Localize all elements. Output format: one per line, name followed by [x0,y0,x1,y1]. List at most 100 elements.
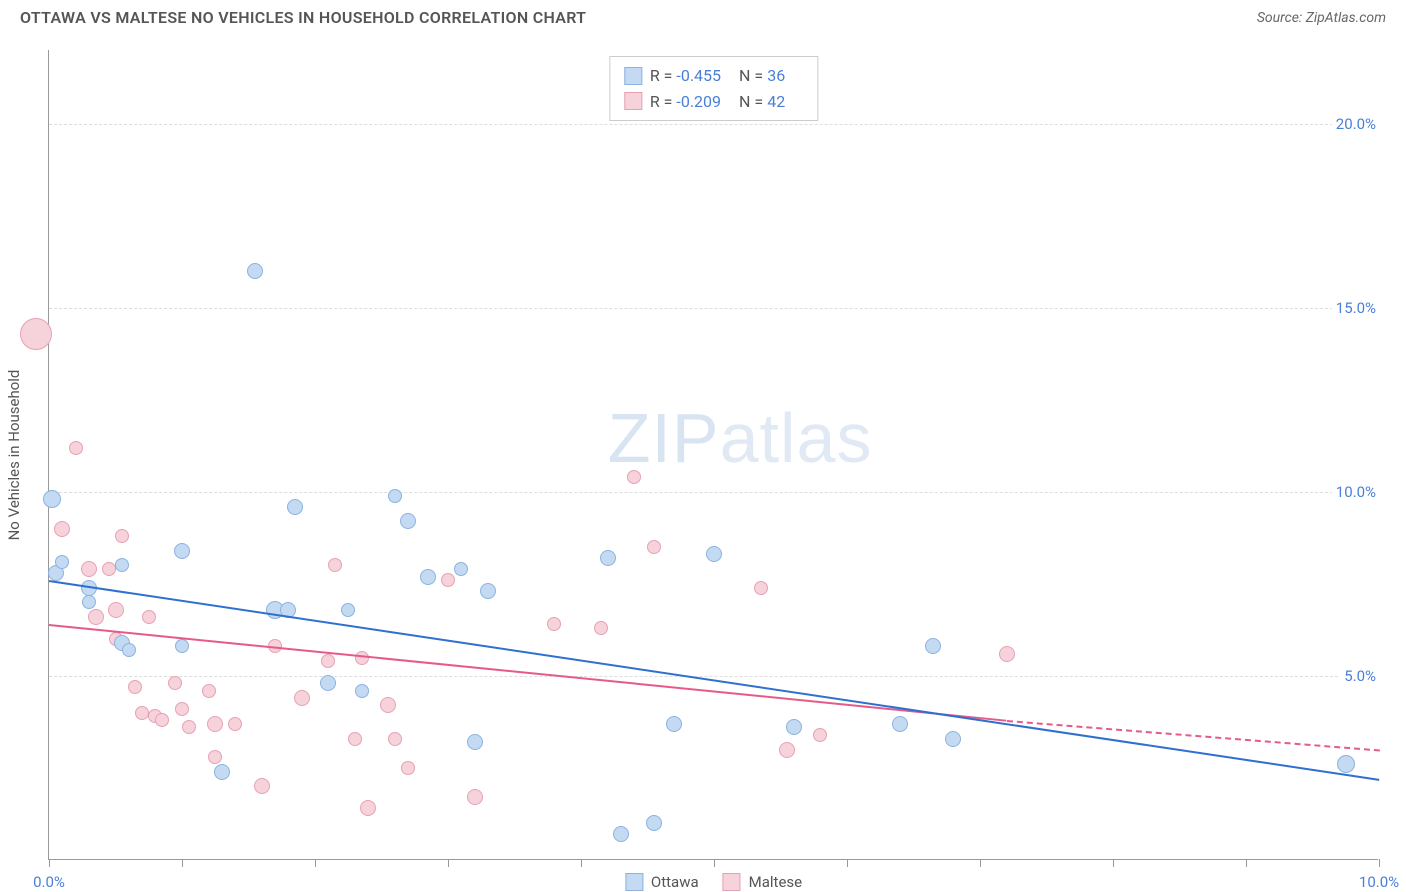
maltese-point [328,558,342,572]
maltese-point [108,602,124,618]
maltese-swatch-icon [723,873,741,891]
maltese-point [348,732,362,746]
y-axis-label: No Vehicles in Household [5,370,23,541]
maltese-point [202,684,216,698]
ottawa-point [892,716,908,732]
ottawa-point [320,675,336,691]
y-tick-label: 20.0% [1332,115,1380,133]
legend-item-maltese: Maltese [723,873,802,891]
maltese-point [779,742,795,758]
ottawa-point [55,555,69,569]
x-tick [49,859,50,867]
x-tick [980,859,981,867]
maltese-point [813,728,827,742]
maltese-point [155,713,169,727]
x-tick-label: 0.0% [33,873,65,891]
ottawa-point [247,263,263,279]
ottawa-point [388,489,402,503]
maltese-point [594,621,608,635]
ottawa-swatch-icon [624,67,642,85]
maltese-point [128,680,142,694]
ottawa-point [467,734,483,750]
maltese-point [182,720,196,734]
maltese-point [401,761,415,775]
maltese-point [547,617,561,631]
ottawa-point [925,638,941,654]
maltese-point [175,702,189,716]
ottawa-point [174,543,190,559]
series-legend: Ottawa Maltese [625,873,802,891]
legend-row-ottawa: R =-0.455N =36 [624,63,803,89]
y-tick-label: 15.0% [1332,299,1380,317]
maltese-point [142,610,156,624]
maltese-point [102,562,116,576]
maltese-point [208,750,222,764]
correlation-legend: R =-0.455N =36 R =-0.209N =42 [609,56,818,121]
ottawa-point [82,595,96,609]
ottawa-point [341,603,355,617]
ottawa-trendline [49,580,1379,781]
maltese-point [228,717,242,731]
maltese-point [69,441,83,455]
ottawa-point [355,684,369,698]
ottawa-point [613,826,629,842]
x-tick [448,859,449,867]
source-label: Source: ZipAtlas.com [1257,10,1386,26]
ottawa-point [400,513,416,529]
ottawa-point [1337,755,1355,773]
x-tick [315,859,316,867]
ottawa-point [945,731,961,747]
maltese-point [20,318,52,350]
y-tick-label: 10.0% [1332,483,1380,501]
legend-item-ottawa: Ottawa [625,873,699,891]
ottawa-point [786,719,802,735]
maltese-point [360,800,376,816]
gridline [49,492,1378,493]
maltese-trendline-ext [1007,720,1380,751]
ottawa-point [122,643,136,657]
x-tick [1379,859,1380,867]
maltese-point [467,789,483,805]
x-tick-label: 10.0% [1359,873,1399,891]
ottawa-point [666,716,682,732]
ottawa-point [646,815,662,831]
x-tick [847,859,848,867]
ottawa-point [706,546,722,562]
x-tick [1113,859,1114,867]
maltese-point [168,676,182,690]
maltese-point [647,540,661,554]
ottawa-point [43,490,61,508]
gridline [49,308,1378,309]
chart-title: OTTAWA VS MALTESE NO VEHICLES IN HOUSEHO… [20,8,586,27]
maltese-swatch-icon [624,92,642,110]
maltese-point [81,561,97,577]
maltese-trendline [49,624,1007,722]
ottawa-point [454,562,468,576]
x-tick [1246,859,1247,867]
gridline [49,124,1378,125]
maltese-point [627,470,641,484]
ottawa-point [480,583,496,599]
ottawa-point [115,558,129,572]
maltese-point [441,573,455,587]
maltese-point [321,654,335,668]
ottawa-point [600,550,616,566]
x-tick [182,859,183,867]
ottawa-point [175,639,189,653]
maltese-point [999,646,1015,662]
maltese-point [88,609,104,625]
ottawa-swatch-icon [625,873,643,891]
gridline [49,676,1378,677]
maltese-point [294,690,310,706]
maltese-point [54,521,70,537]
maltese-point [388,732,402,746]
maltese-point [254,778,270,794]
ottawa-point [420,569,436,585]
legend-row-maltese: R =-0.209N =42 [624,89,803,115]
watermark: ZIPatlas [608,398,873,478]
ottawa-point [287,499,303,515]
x-tick [714,859,715,867]
chart-plot-area: ZIPatlas R =-0.455N =36 R =-0.209N =42 O… [48,50,1378,860]
maltese-point [380,697,396,713]
maltese-point [135,706,149,720]
